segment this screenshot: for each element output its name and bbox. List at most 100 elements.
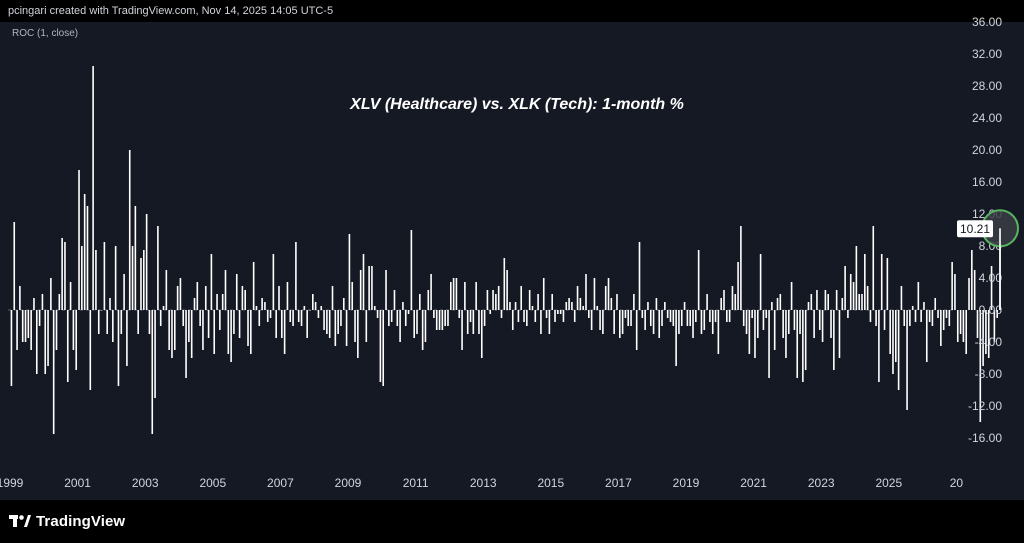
bar	[385, 270, 387, 310]
bar	[545, 310, 548, 318]
bar	[16, 310, 18, 350]
bar	[833, 310, 835, 370]
bar	[618, 310, 621, 338]
bar	[50, 278, 52, 310]
bar	[450, 282, 452, 310]
bar	[188, 310, 190, 342]
bar	[765, 310, 768, 318]
bar	[396, 310, 399, 326]
attribution-text: pcingari created with TradingView.com, N…	[8, 5, 334, 17]
bar	[635, 310, 638, 350]
bar	[717, 310, 720, 354]
bar	[610, 298, 613, 310]
x-tick-label: 2019	[673, 476, 700, 490]
bar	[835, 290, 838, 310]
indicator-label[interactable]: ROC (1, close)	[12, 28, 79, 39]
bar	[289, 310, 292, 322]
y-tick-label: 36.00	[972, 15, 1002, 29]
x-tick-label: 20	[950, 476, 964, 490]
bar	[190, 310, 193, 358]
bar	[44, 310, 47, 374]
bar	[404, 310, 407, 326]
x-tick-label: 2021	[740, 476, 767, 490]
bar	[47, 310, 49, 366]
bar	[821, 310, 824, 342]
x-axis[interactable]: 1999 2001 2003 2005 2007 2009 2011 2013 2015 2017…	[0, 476, 963, 490]
bar	[252, 262, 255, 310]
bar	[844, 266, 846, 310]
bars-layer	[8, 66, 1001, 434]
bar	[182, 310, 185, 326]
bar	[855, 246, 858, 310]
bar	[33, 298, 35, 310]
bar	[478, 310, 480, 334]
bar	[430, 274, 432, 310]
bar	[199, 310, 201, 326]
bar	[61, 238, 63, 310]
bar	[900, 286, 903, 310]
y-axis[interactable]: 36.0032.0028.0024.0020.0016.0012.008.004…	[968, 15, 1002, 445]
bar	[492, 290, 494, 310]
bar	[35, 310, 38, 374]
bar	[235, 274, 238, 310]
bar	[917, 282, 920, 310]
bar	[210, 254, 213, 310]
bar	[937, 310, 939, 318]
bar	[554, 310, 556, 322]
last-value-tag	[957, 220, 993, 238]
chart-panel[interactable]	[0, 22, 1024, 500]
bar	[52, 310, 55, 434]
bar	[810, 294, 813, 310]
bar	[613, 310, 615, 334]
x-tick-label: 2009	[335, 476, 362, 490]
bar	[165, 270, 168, 310]
bar	[571, 302, 573, 310]
bar	[140, 258, 142, 310]
bar	[131, 246, 134, 310]
bar	[78, 170, 80, 310]
bar	[816, 290, 818, 310]
bar	[934, 298, 937, 310]
bar	[264, 302, 266, 310]
bar	[593, 278, 596, 310]
bar	[204, 286, 207, 310]
attribution-bar: pcingari created with TradingView.com, N…	[0, 0, 1024, 22]
bar	[985, 310, 987, 354]
bar	[742, 310, 745, 326]
bar	[480, 310, 483, 358]
bar	[852, 282, 855, 310]
bar	[221, 294, 224, 310]
bar	[818, 310, 821, 330]
bar	[537, 294, 539, 310]
tradingview-brand[interactable]: TradingView	[9, 511, 125, 531]
bar	[568, 298, 570, 310]
bar	[779, 294, 782, 310]
bar	[351, 282, 354, 310]
bar	[726, 310, 728, 322]
bar	[38, 310, 41, 326]
bar	[58, 294, 61, 310]
bar	[475, 282, 477, 310]
x-tick-label: 2011	[403, 476, 429, 490]
bar	[731, 286, 734, 310]
bar	[866, 286, 869, 310]
bar	[10, 310, 13, 386]
bar	[295, 242, 297, 310]
bar	[971, 250, 973, 310]
bar	[407, 310, 410, 314]
bar	[159, 310, 162, 326]
bar	[103, 242, 106, 310]
bar	[830, 310, 832, 338]
bar	[979, 310, 982, 422]
bar	[982, 310, 984, 366]
bar	[669, 310, 672, 322]
bar	[255, 306, 258, 310]
bar	[69, 282, 72, 310]
bar	[923, 302, 925, 310]
bar	[376, 310, 379, 318]
bar	[762, 310, 765, 330]
bar	[244, 290, 246, 310]
bar	[441, 310, 444, 330]
bar	[534, 310, 537, 322]
